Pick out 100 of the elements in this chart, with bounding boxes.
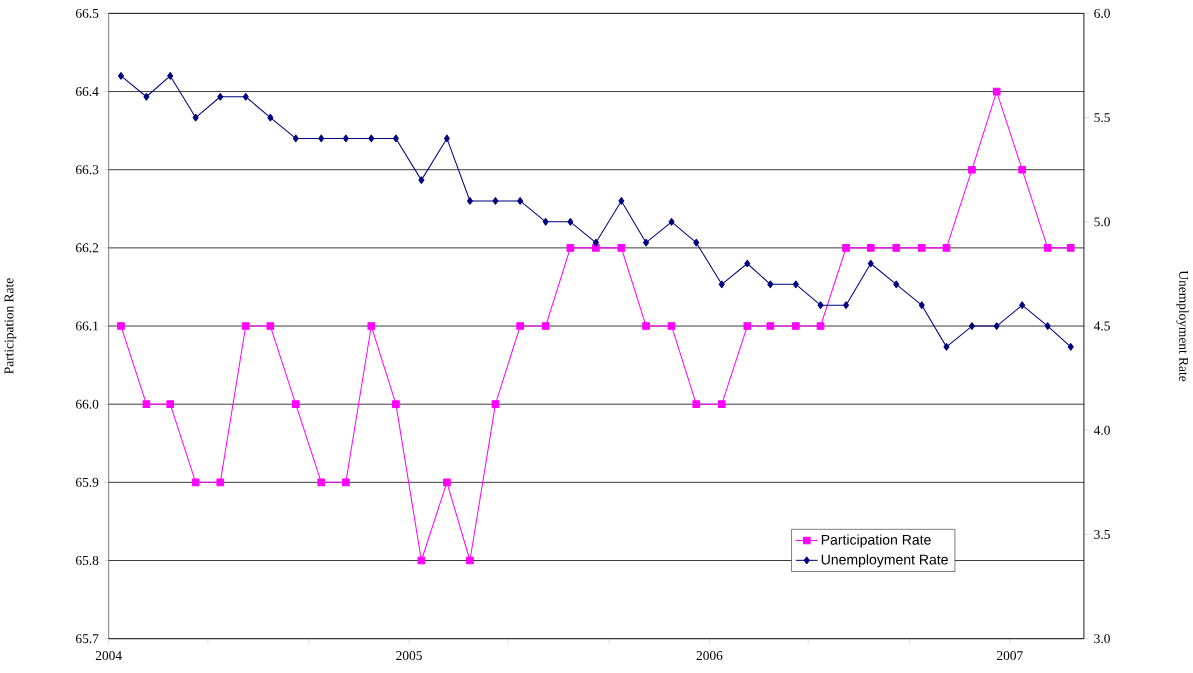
point <box>417 556 426 565</box>
point <box>867 259 874 268</box>
point <box>367 322 376 330</box>
point <box>592 238 599 247</box>
point <box>166 400 175 408</box>
point <box>767 280 774 289</box>
legend-label: Unemployment Rate <box>821 554 948 568</box>
point <box>466 556 474 565</box>
point <box>392 134 399 143</box>
y-tick-label: 66.2 <box>76 243 99 253</box>
point <box>142 400 151 408</box>
legend-label: Participation Rate <box>821 534 931 548</box>
point <box>1019 301 1026 309</box>
point <box>567 217 574 226</box>
point <box>541 322 550 330</box>
y2-tick-label: 4.0 <box>1093 425 1110 435</box>
point <box>566 244 575 252</box>
y2-tick-label: 3.5 <box>1094 529 1110 539</box>
point <box>167 72 174 80</box>
y-tick-label: 66.0 <box>76 399 99 409</box>
point <box>491 400 500 408</box>
y-tick-label: 66.5 <box>76 8 99 18</box>
point <box>842 244 850 252</box>
point <box>817 301 824 309</box>
point <box>542 217 549 226</box>
point <box>717 400 726 408</box>
y-tick-label: 65.8 <box>76 555 99 565</box>
point <box>266 322 275 330</box>
point <box>1018 165 1026 174</box>
point <box>718 280 725 289</box>
point <box>117 72 124 80</box>
point <box>618 197 625 205</box>
y-tick-label: 66.4 <box>76 86 99 97</box>
point <box>368 134 375 143</box>
point <box>291 400 300 408</box>
point <box>492 197 499 205</box>
y2-tick-label: 3.0 <box>1094 634 1110 644</box>
point <box>342 134 349 143</box>
point <box>668 217 675 226</box>
point <box>744 259 751 268</box>
y-tick-label: 66.3 <box>76 165 99 175</box>
point <box>693 238 700 247</box>
point <box>893 280 900 289</box>
point <box>292 134 299 143</box>
point <box>643 238 650 247</box>
point <box>766 322 775 330</box>
point <box>143 92 150 101</box>
point <box>517 197 524 205</box>
point <box>191 478 200 487</box>
point <box>792 322 800 330</box>
y-axis-title: Participation Rate <box>4 278 17 374</box>
point <box>792 280 799 289</box>
point <box>117 322 125 330</box>
point <box>992 87 1001 96</box>
point <box>968 165 976 174</box>
point <box>216 478 225 487</box>
point <box>617 244 626 252</box>
point <box>318 134 325 143</box>
point <box>342 478 350 487</box>
point <box>816 322 825 330</box>
point <box>993 322 1000 330</box>
point <box>443 478 451 487</box>
point <box>317 478 326 487</box>
point <box>843 301 850 309</box>
y-tick-label: 65.9 <box>76 477 99 487</box>
point <box>1066 244 1075 252</box>
point <box>692 400 701 408</box>
point <box>466 197 473 205</box>
x-tick-label: 2004 <box>95 651 122 661</box>
point <box>866 244 875 252</box>
point <box>217 92 224 101</box>
point <box>443 134 450 143</box>
y2-tick-label: 5.5 <box>1094 113 1110 123</box>
y2-tick-label: 4.5 <box>1093 321 1110 331</box>
point <box>1044 322 1051 330</box>
y2-axis-title: Unemployment Rate <box>1176 270 1189 382</box>
x-tick-label: 2005 <box>396 651 422 661</box>
y-tick-label: 66.1 <box>76 321 99 331</box>
point <box>267 113 274 122</box>
point <box>942 244 951 252</box>
x-tick-label: 2006 <box>696 651 723 661</box>
x-tick-label: 2007 <box>997 651 1023 661</box>
point <box>516 322 524 330</box>
point <box>418 176 425 184</box>
point <box>917 244 926 252</box>
y2-tick-label: 6.0 <box>1094 8 1110 18</box>
y2-tick-label: 5.0 <box>1094 217 1110 227</box>
point <box>743 322 752 330</box>
point <box>1067 343 1074 351</box>
point <box>242 92 249 101</box>
point <box>642 322 650 330</box>
point <box>1043 244 1052 252</box>
point <box>192 113 199 122</box>
point <box>667 322 676 330</box>
point <box>392 400 400 408</box>
point <box>968 322 975 330</box>
point <box>918 301 925 309</box>
point <box>943 343 950 351</box>
y-tick-label: 65.7 <box>76 634 99 644</box>
point <box>241 322 250 330</box>
